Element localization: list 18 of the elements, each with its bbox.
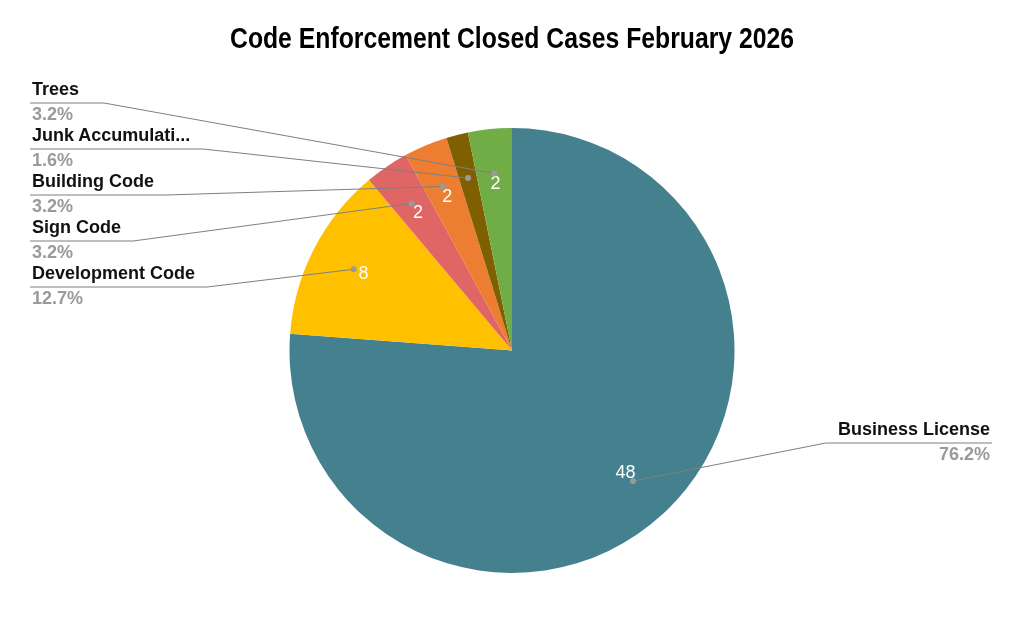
slice-label: Sign Code xyxy=(32,216,121,237)
data-label: 2 xyxy=(412,201,423,222)
text: 1.6% xyxy=(32,149,74,170)
text: 76.2% xyxy=(938,443,990,464)
slice-label: Trees xyxy=(32,78,80,99)
data-label: 2 xyxy=(490,173,501,194)
text: 3.2% xyxy=(32,241,74,262)
text: 3.2% xyxy=(32,195,74,216)
text: 12.7% xyxy=(32,287,84,308)
slice-label: Junk Accumulati... xyxy=(32,124,191,145)
data-label: 8 xyxy=(358,263,369,284)
chart-title: Code Enforcement Closed Cases February 2026 xyxy=(230,20,794,55)
data-label: 48 xyxy=(615,461,636,482)
text: 3.2% xyxy=(32,103,74,124)
slice-label: Development Code xyxy=(32,262,196,283)
data-label: 2 xyxy=(442,185,453,206)
slice-label: Building Code xyxy=(32,170,154,191)
slice-label: Business License xyxy=(837,418,990,439)
